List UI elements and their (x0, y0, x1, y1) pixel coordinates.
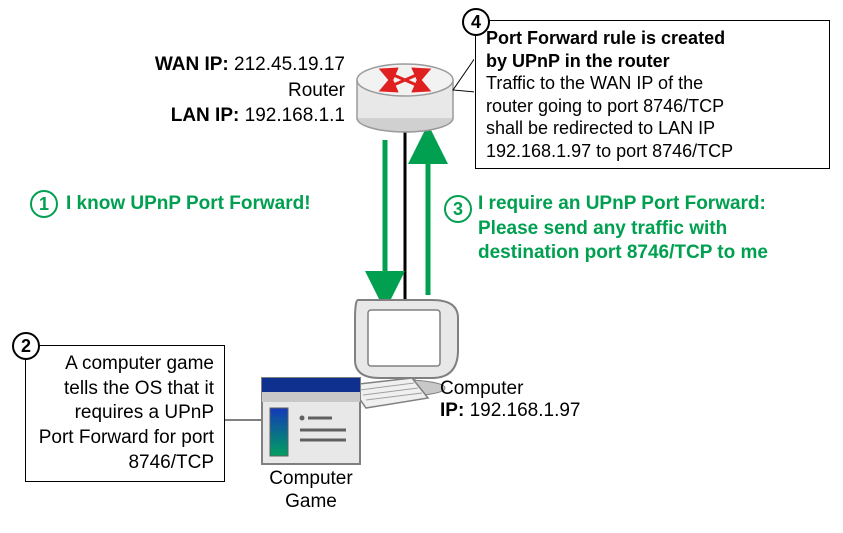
computer-title: Computer (440, 378, 581, 400)
router-icon (357, 64, 453, 132)
step2-text: A computer game tells the OS that it req… (39, 353, 214, 473)
step4-bold1: Port Forward rule is created (486, 28, 725, 48)
step1-num: 1 (39, 194, 49, 215)
callout4-tail (453, 58, 475, 92)
step4-badge: 4 (462, 8, 490, 36)
step3-line1: I require an UPnP Port Forward: (478, 192, 838, 217)
step4-callout: Port Forward rule is created by UPnP in … (475, 20, 830, 169)
step2-callout: A computer game tells the OS that it req… (25, 345, 225, 482)
game-window-icon (262, 378, 360, 464)
router-label-block: WAN IP: 212.45.19.17 Router LAN IP: 192.… (90, 52, 345, 129)
step3-text: I require an UPnP Port Forward: Please s… (478, 192, 838, 266)
step3-line2: Please send any traffic with (478, 217, 838, 242)
step4-num: 4 (471, 12, 481, 33)
step3-line3: destination port 8746/TCP to me (478, 241, 838, 266)
computer-ip: 192.168.1.97 (470, 400, 581, 421)
router-name: Router (90, 78, 345, 104)
game-label-block: Computer Game (262, 468, 360, 514)
step1-badge: 1 (30, 190, 58, 218)
wan-ip: 212.45.19.17 (234, 54, 345, 75)
step3-num: 3 (453, 199, 463, 220)
step4-t3: shall be redirected to LAN IP (486, 117, 819, 140)
step4-t4: 192.168.1.97 to port 8746/TCP (486, 140, 819, 163)
diagram-canvas: WAN IP: 212.45.19.17 Router LAN IP: 192.… (0, 0, 843, 533)
step2-badge: 2 (12, 332, 40, 360)
step1-text: I know UPnP Port Forward! (66, 192, 311, 217)
game-title-l1: Computer (262, 468, 360, 491)
step4-t1: Traffic to the WAN IP of the (486, 72, 819, 95)
game-title-l2: Game (262, 491, 360, 514)
step4-bold2: by UPnP in the router (486, 51, 670, 71)
computer-ip-label: IP: (440, 400, 464, 421)
step3-badge: 3 (444, 195, 472, 223)
wan-label: WAN IP: (155, 54, 229, 75)
computer-label-block: Computer IP: 192.168.1.97 (440, 378, 581, 422)
lan-ip: 192.168.1.1 (245, 105, 345, 126)
step2-num: 2 (21, 336, 31, 357)
lan-label: LAN IP: (171, 105, 240, 126)
step4-t2: router going to port 8746/TCP (486, 95, 819, 118)
